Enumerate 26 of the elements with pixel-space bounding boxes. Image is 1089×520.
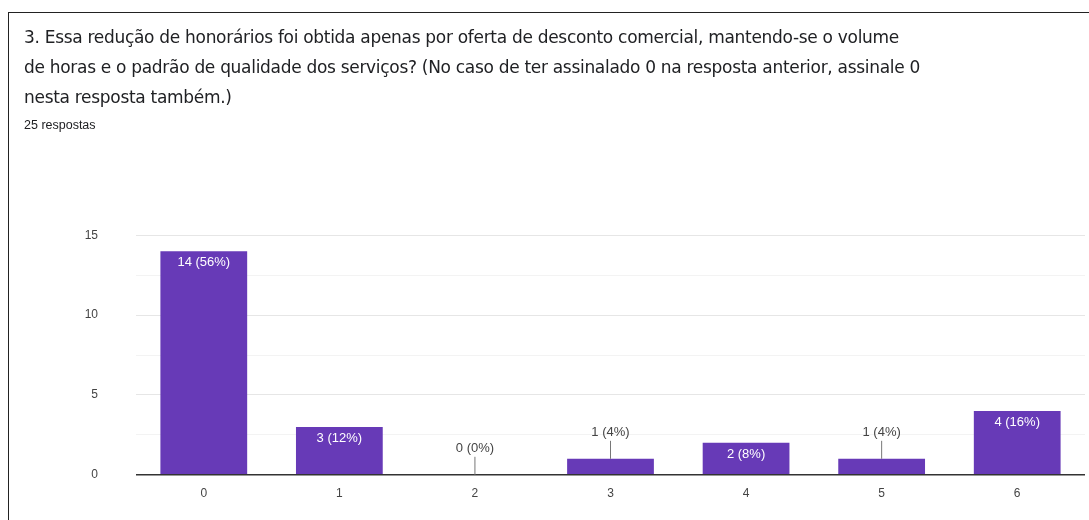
data-label: 1 (4%) bbox=[591, 423, 630, 439]
bar bbox=[973, 410, 1061, 475]
data-label: 3 (12%) bbox=[316, 429, 363, 445]
bar bbox=[295, 426, 383, 475]
x-tick-label: 2 bbox=[471, 486, 479, 501]
x-tick-label: 3 bbox=[607, 486, 615, 501]
data-label: 1 (4%) bbox=[862, 423, 901, 439]
y-tick-label: 0 bbox=[91, 467, 99, 482]
data-label: 4 (16%) bbox=[994, 413, 1040, 429]
y-tick-label: 15 bbox=[84, 227, 99, 242]
bar bbox=[567, 458, 654, 475]
data-label: 14 (56%) bbox=[177, 254, 231, 270]
x-tick-label: 4 bbox=[742, 486, 750, 501]
x-tick-label: 6 bbox=[1013, 486, 1021, 501]
chart-subtitle: 25 respostas bbox=[24, 118, 96, 132]
y-tick-label: 10 bbox=[84, 307, 99, 322]
x-tick-label: 5 bbox=[878, 486, 886, 501]
data-label: 2 (8%) bbox=[726, 445, 766, 461]
bar bbox=[702, 442, 790, 475]
bar bbox=[160, 251, 248, 475]
bar bbox=[838, 458, 926, 475]
x-tick-label: 0 bbox=[200, 486, 208, 501]
x-tick-label: 1 bbox=[336, 486, 344, 501]
chart-title: 3. Essa redução de honorários foi obtida apenas por oferta de desconto comercial, mantendo-se o volume de horas e o padrão de qualidade dos serviços? (No caso de ter assinalado 0 na resposta anterior, assinale 0 nesta resposta também.) bbox=[24, 26, 921, 109]
y-tick-label: 5 bbox=[91, 387, 99, 402]
data-label: 0 (0%) bbox=[455, 439, 495, 455]
